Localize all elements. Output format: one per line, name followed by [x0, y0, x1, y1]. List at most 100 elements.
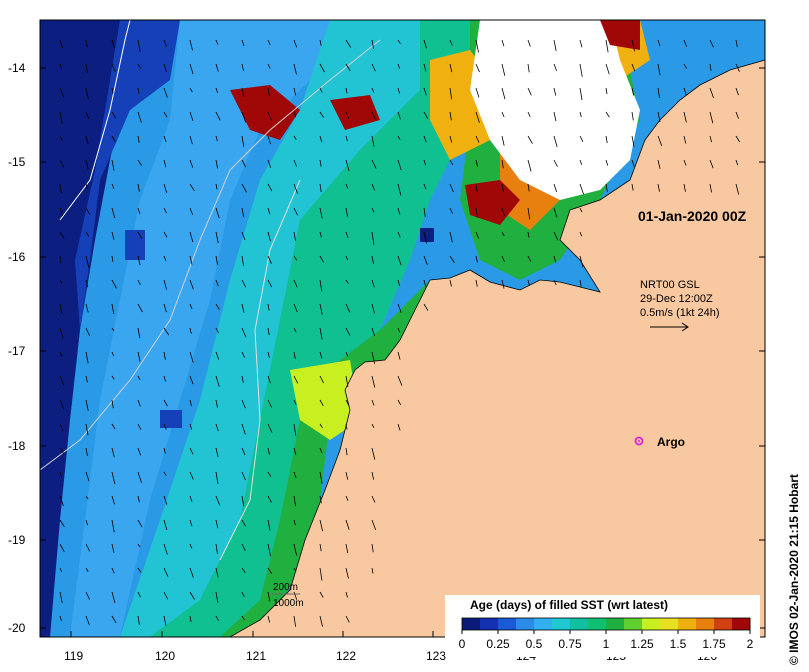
current-vector [189, 447, 194, 455]
current-vector [111, 447, 115, 458]
current-vector [527, 255, 532, 262]
current-vector [319, 279, 323, 292]
current-vector [85, 423, 89, 436]
current-vector [605, 135, 608, 144]
current-vector [579, 207, 583, 213]
current-vector [267, 207, 271, 215]
current-vector [319, 39, 322, 46]
latitude-axis: -14 -15 -16 -17 -18 -19 -20 [8, 61, 26, 635]
current-vector [111, 591, 116, 603]
lon-tick-label: 121 [246, 649, 266, 663]
current-vector [501, 159, 504, 169]
colorbar-title: Age (days) of filled SST (wrt latest) [470, 598, 668, 612]
current-vector [241, 471, 246, 481]
current-vector [319, 183, 322, 192]
current-vector [137, 63, 142, 69]
current-vector [319, 303, 323, 315]
current-vector [293, 399, 297, 405]
current-vector [735, 63, 740, 72]
current-vector [397, 351, 401, 360]
colorbar-ticks: 0 0.25 0.5 0.75 1 1.25 1.5 1.75 2 [459, 630, 754, 651]
current-vector [449, 63, 453, 73]
current-vector [267, 519, 271, 531]
current-vector [735, 159, 739, 166]
colorbar-swatch [714, 618, 733, 630]
current-vector [267, 543, 271, 557]
ocean-band-3 [70, 20, 330, 637]
current-vector [319, 591, 324, 598]
current-vector [319, 207, 323, 219]
current-vector [163, 39, 167, 47]
current-vector [137, 375, 141, 381]
current-vector [215, 39, 219, 45]
current-vector [241, 279, 247, 288]
current-vector [215, 591, 219, 604]
current-vector [59, 231, 65, 239]
current-vector [137, 111, 142, 123]
current-vector [267, 423, 273, 433]
current-vector [137, 327, 141, 339]
current-vector [631, 135, 635, 147]
colorbar-swatch [606, 618, 625, 630]
current-vector [241, 327, 247, 338]
current-vector [371, 351, 376, 364]
current-vector [423, 63, 427, 72]
current-vector [163, 255, 167, 262]
current-vector [85, 159, 89, 170]
current-vector [267, 87, 270, 97]
current-vector [579, 39, 583, 48]
current-vector [631, 63, 636, 72]
current-vector [137, 135, 140, 143]
current-vector [163, 351, 166, 360]
current-vector [683, 135, 687, 144]
current-vector [423, 207, 426, 218]
map-plot-area [40, 20, 765, 637]
current-vector [293, 615, 296, 627]
current-vector [345, 39, 351, 48]
current-vector [85, 87, 89, 100]
current-vector [397, 135, 401, 140]
current-vector [111, 543, 115, 553]
current-vector [293, 159, 297, 167]
current-vector [423, 87, 427, 96]
current-vector [137, 87, 140, 94]
current-vector [293, 183, 298, 194]
current-vector [605, 111, 610, 118]
current-vector [293, 375, 299, 384]
colorbar-swatch [570, 618, 589, 630]
current-vector [137, 615, 140, 626]
current-vector [371, 375, 376, 388]
current-vector [163, 327, 170, 336]
current-vector [215, 183, 218, 190]
current-vector [319, 375, 324, 384]
colorbar-swatch [696, 618, 715, 630]
current-vector [85, 255, 90, 268]
current-vector [85, 471, 90, 482]
current-vector [137, 423, 142, 430]
current-vector [605, 87, 608, 95]
current-vector [241, 135, 245, 148]
current-vector [59, 255, 62, 264]
current-vector [267, 399, 273, 408]
current-vector [319, 543, 322, 552]
current-vector [59, 159, 65, 168]
current-vector [605, 63, 610, 75]
speckle-2 [160, 410, 182, 428]
current-vector [59, 495, 64, 507]
current-vector [475, 159, 478, 167]
current-vector [215, 303, 220, 310]
current-vector [293, 63, 297, 75]
current-vector [319, 399, 324, 407]
current-vector [241, 63, 244, 71]
current-vector [293, 327, 297, 333]
colorbar-tick-label: 0.5 [526, 637, 543, 651]
current-vector [319, 351, 323, 359]
current-vector [189, 159, 194, 168]
current-vector [449, 159, 454, 166]
isobath-label-1000m: 1000m [273, 598, 304, 609]
current-vector [709, 39, 714, 48]
current-vector [163, 471, 167, 477]
current-vector [267, 351, 270, 359]
current-vector [293, 279, 298, 288]
current-vector [657, 63, 661, 76]
